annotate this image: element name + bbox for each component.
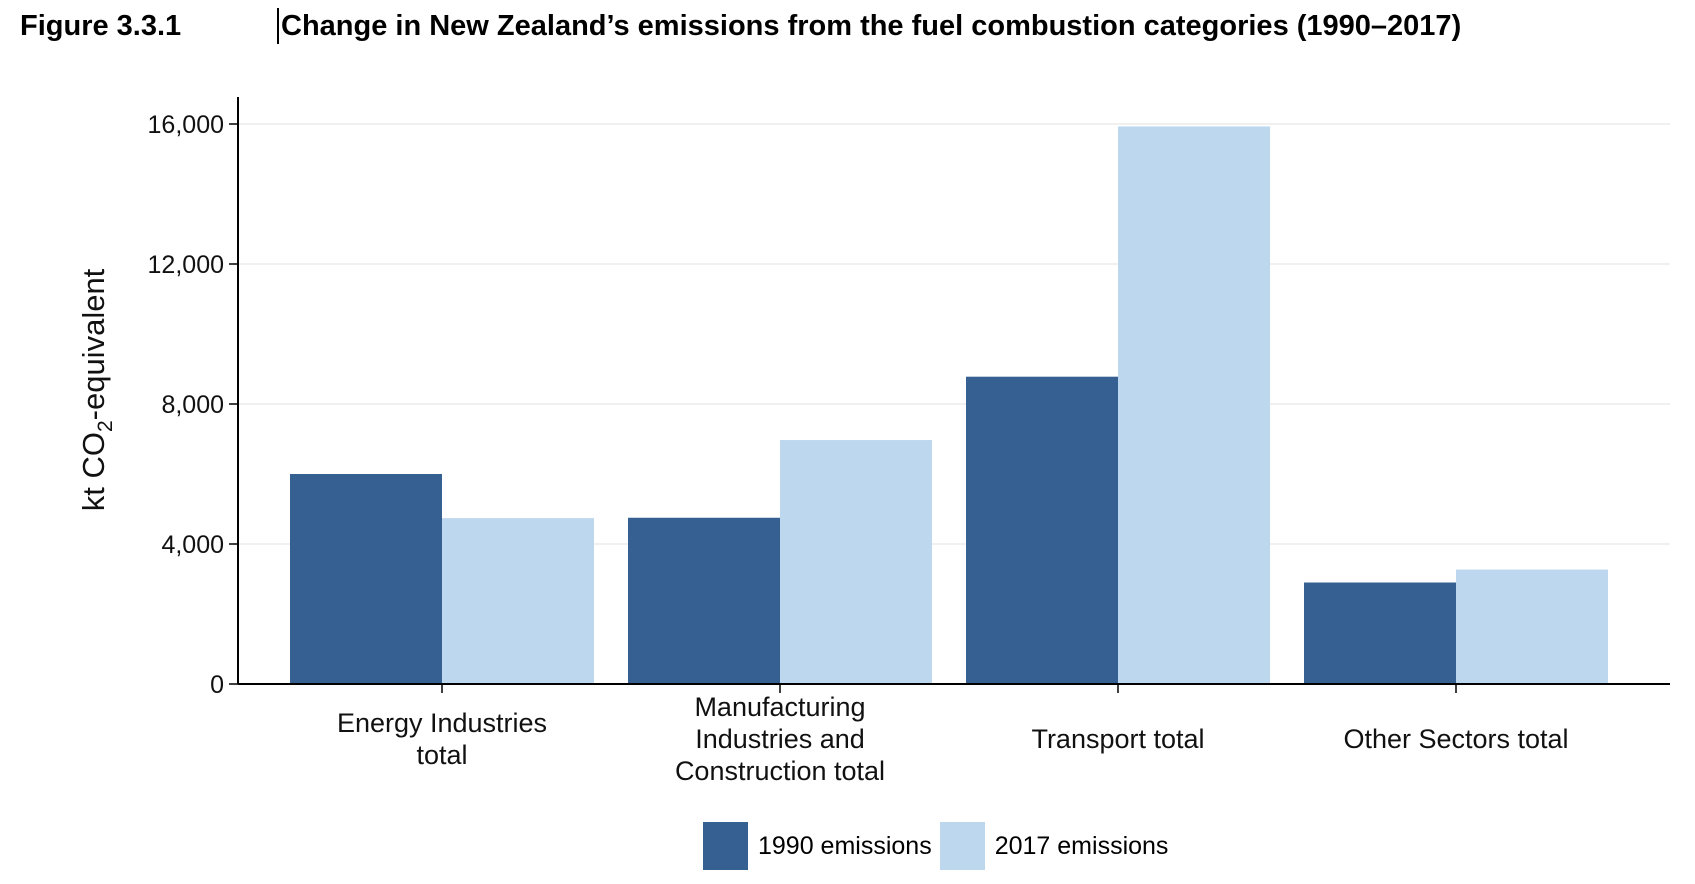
bar-2017 <box>442 518 594 684</box>
legend-label-1990: 1990 emissions <box>758 831 932 860</box>
bar-1990 <box>1304 582 1456 684</box>
x-category-label: Transport total <box>1031 724 1204 754</box>
legend-swatch-1990 <box>703 822 748 870</box>
bars <box>290 126 1608 684</box>
y-axis-title-suffix: -equivalent <box>76 268 111 420</box>
y-tick-label: 16,000 <box>148 111 224 139</box>
legend-item-2017: 2017 emissions <box>939 822 1169 870</box>
bar-1990 <box>628 517 780 684</box>
x-category-label-line: Manufacturing <box>694 692 865 722</box>
axes <box>229 97 1670 693</box>
bar-2017 <box>1118 126 1270 684</box>
x-category-label: Energy Industries total <box>337 708 547 770</box>
legend-item-1990: 1990 emissions <box>703 822 932 870</box>
x-category-label: Manufacturing Industries and Construction … <box>675 692 885 786</box>
bar-2017 <box>1456 569 1608 684</box>
x-category-label-line: Construction total <box>675 756 885 786</box>
y-axis-title-main: kt CO <box>76 432 111 511</box>
bar-1990 <box>966 376 1118 684</box>
y-tick-label: 0 <box>210 671 224 699</box>
bar-2017 <box>780 440 932 684</box>
y-tick-label: 4,000 <box>161 531 224 559</box>
gridlines <box>238 123 1670 545</box>
figure-caption: Change in New Zealand’s emissions from t… <box>277 8 1461 44</box>
x-category-label: Other Sectors total <box>1343 724 1568 754</box>
x-category-label-line: Industries and <box>695 724 865 754</box>
x-category-label-line: total <box>416 740 467 770</box>
figure-header: Figure 3.3.1 Change in New Zealand’s emi… <box>20 6 1461 46</box>
bar-1990 <box>290 474 442 684</box>
legend-swatch-2017 <box>939 822 985 870</box>
x-category-label-line: Energy Industries <box>337 708 547 738</box>
x-category-label-line: Other Sectors total <box>1343 724 1568 754</box>
legend-label-2017: 2017 emissions <box>994 831 1169 860</box>
labels: 0 4,000 8,000 12,000 16,000 Energy Industries… <box>148 111 1569 786</box>
y-tick-label: 12,000 <box>148 251 224 279</box>
y-axis-title: kt CO2-equivalent <box>76 268 117 511</box>
figure-number: Figure 3.3.1 <box>20 9 182 42</box>
y-axis-title-subscript: 2 <box>94 420 117 432</box>
y-tick-label: 8,000 <box>161 391 224 419</box>
legend: 1990 emissions 2017 emissions <box>703 822 1176 870</box>
x-category-label-line: Transport total <box>1031 724 1204 754</box>
